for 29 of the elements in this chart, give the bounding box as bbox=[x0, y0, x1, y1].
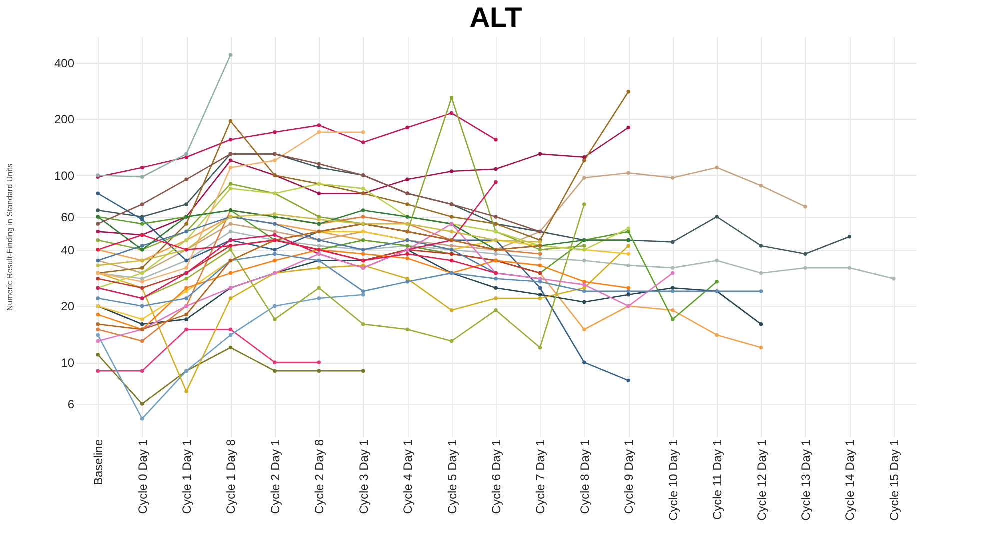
x-tick-label: Cycle 1 Day 1 bbox=[180, 439, 194, 514]
x-tick-label: Cycle 6 Day 1 bbox=[490, 439, 504, 514]
y-tick-label: 20 bbox=[61, 300, 75, 314]
x-tick-label: Cycle 4 Day 1 bbox=[401, 439, 416, 514]
y-tick-label: 200 bbox=[54, 112, 75, 127]
y-tick-label: 60 bbox=[61, 210, 75, 224]
x-tick-label: Cycle 11 Day 1 bbox=[710, 439, 725, 520]
x-tick-label: Cycle 0 Day 1 bbox=[136, 439, 150, 514]
x-tick-label: Cycle 7 Day 1 bbox=[534, 439, 548, 514]
x-tick-label: Cycle 15 Day 1 bbox=[887, 439, 902, 521]
x-tick-label: Cycle 3 Day 1 bbox=[356, 439, 371, 514]
x-tick-label: Cycle 14 Day 1 bbox=[843, 439, 858, 521]
x-tick-label: Cycle 8 Day 1 bbox=[578, 439, 592, 514]
y-tick-label: 100 bbox=[54, 168, 75, 183]
x-tick-label: Cycle 9 Day 1 bbox=[622, 439, 636, 514]
y-tick-label: 400 bbox=[54, 56, 75, 70]
x-tick-label: Baseline bbox=[92, 439, 106, 486]
x-tick-label: Cycle 1 Day 8 bbox=[224, 439, 238, 514]
x-tick-label: Cycle 12 Day 1 bbox=[754, 439, 769, 521]
y-axis-title: Numeric Result-Finding in Standard Units bbox=[5, 164, 14, 312]
x-tick-label: Cycle 2 Day 1 bbox=[268, 439, 282, 514]
y-tick-label: 40 bbox=[61, 243, 75, 258]
y-tick-label: 10 bbox=[61, 356, 75, 370]
y-tick-label: 6 bbox=[68, 398, 75, 412]
x-tick-label: Cycle 13 Day 1 bbox=[798, 439, 813, 521]
x-tick-label: Cycle 10 Day 1 bbox=[666, 439, 680, 521]
x-tick-label: Cycle 2 Day 8 bbox=[312, 439, 327, 514]
x-tick-label: Cycle 5 Day 1 bbox=[445, 439, 460, 514]
chart-title: ALT bbox=[470, 2, 522, 33]
